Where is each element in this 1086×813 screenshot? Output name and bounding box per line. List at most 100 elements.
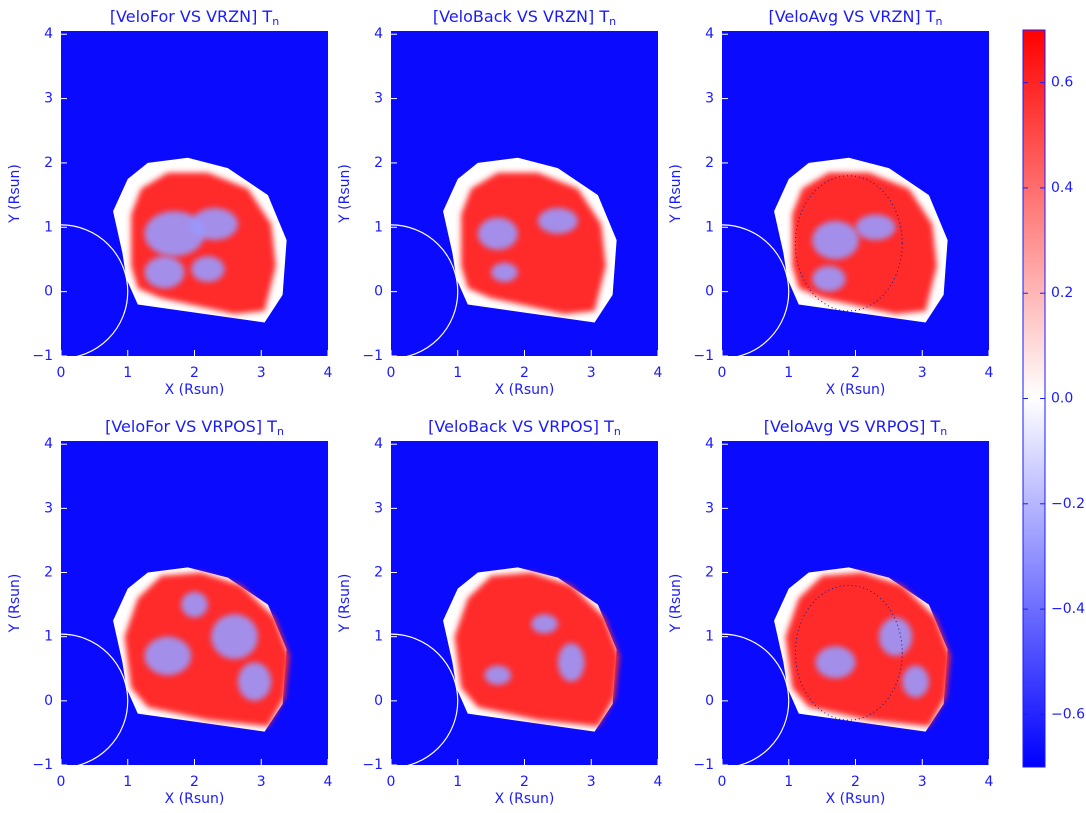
title-text: [VeloBack VS VRPOS] T [428, 417, 614, 436]
y-tick-label: 2 [44, 155, 53, 171]
y-tick-label: 2 [44, 565, 53, 581]
x-tick-label: 2 [851, 365, 860, 381]
x-tick-label: 2 [851, 774, 860, 790]
y-axis-label: Y (Rsun) [668, 574, 684, 634]
y-tick-label: 4 [44, 436, 53, 452]
x-tick-label: 1 [784, 365, 793, 381]
panel-title: [VeloFor VS VRZN] Tn [110, 7, 279, 29]
plot-area [61, 31, 328, 356]
y-axis-label: Y (Rsun) [337, 164, 353, 224]
x-axis-label: X (Rsun) [165, 382, 225, 398]
y-tick-label: 4 [705, 436, 714, 452]
blue-patch [477, 217, 518, 250]
y-tick-label: 4 [374, 26, 383, 42]
colorbar-tick-label: 0.2 [1051, 285, 1073, 301]
y-tick-label: 1 [44, 629, 53, 645]
blue-patch [237, 662, 272, 701]
x-tick-label: 2 [190, 365, 199, 381]
colorbar-tick-label: −0.6 [1051, 706, 1085, 722]
x-tick-label: 4 [324, 774, 333, 790]
blue-patch [211, 614, 258, 660]
red-region [454, 572, 620, 727]
y-tick-label: 0 [44, 693, 53, 709]
title-text: [VeloAvg VS VRZN] T [768, 7, 935, 26]
y-tick-label: 2 [705, 155, 714, 171]
x-tick-label: 1 [123, 774, 132, 790]
y-tick-label: 1 [44, 219, 53, 235]
y-tick-label: 3 [374, 500, 383, 516]
title-subscript: n [936, 15, 943, 28]
title-subscript: n [277, 425, 284, 438]
y-tick-label: −1 [693, 348, 714, 364]
blue-patch [531, 614, 558, 634]
x-tick-label: 1 [784, 774, 793, 790]
y-tick-label: −1 [362, 348, 383, 364]
y-tick-label: −1 [362, 757, 383, 773]
x-tick-label: 4 [654, 365, 663, 381]
x-tick-label: 4 [985, 774, 994, 790]
y-tick-label: 0 [705, 693, 714, 709]
blue-patch [812, 220, 859, 260]
x-tick-label: 2 [520, 774, 529, 790]
dotted-contour [794, 584, 903, 721]
blue-patch [902, 665, 929, 698]
colorbar-tick-label: 0.6 [1051, 75, 1073, 91]
plot-area [391, 441, 658, 765]
y-tick-label: 4 [374, 436, 383, 452]
blue-patch [181, 591, 208, 618]
blue-patch [491, 262, 518, 282]
sun-limb [391, 633, 459, 765]
x-tick-label: 2 [520, 365, 529, 381]
title-text: [VeloBack VS VRZN] T [433, 7, 609, 26]
y-tick-label: 0 [44, 284, 53, 300]
colorbar-tick-label: 0.0 [1051, 391, 1073, 407]
x-axis-label: X (Rsun) [826, 382, 886, 398]
x-tick-label: 0 [387, 774, 396, 790]
panel: [VeloBack VS VRPOS] Tn X (Rsun) Y (Rsun) 0 1… [337, 417, 663, 808]
y-tick-label: −1 [32, 757, 53, 773]
blue-patch [812, 265, 846, 292]
sun-limb [61, 633, 129, 765]
blue-patch [855, 214, 896, 241]
x-tick-label: 0 [57, 365, 66, 381]
colorbar-tick-label: −0.4 [1051, 601, 1085, 617]
y-tick-label: 1 [374, 629, 383, 645]
blue-patch [815, 646, 856, 679]
x-tick-label: 3 [918, 365, 927, 381]
blue-patch [878, 617, 913, 656]
panel: [VeloAvg VS VRPOS] Tn X (Rsun) Y (Rsun) 0 1 2… [668, 417, 994, 808]
x-tick-label: 3 [918, 774, 927, 790]
plot-area [61, 441, 328, 765]
x-tick-label: 4 [654, 774, 663, 790]
colorbar-tick-label: 0.4 [1051, 180, 1073, 196]
y-tick-label: 4 [705, 26, 714, 42]
x-tick-label: 1 [453, 774, 462, 790]
y-tick-label: 2 [374, 565, 383, 581]
panel: [VeloFor VS VRPOS] Tn X (Rsun) Y (Rsun) 0 1 2… [7, 417, 333, 808]
sun-limb [722, 633, 790, 765]
x-tick-label: 4 [324, 365, 333, 381]
y-tick-label: 3 [44, 91, 53, 107]
blue-patch [144, 256, 185, 289]
blue-patch [557, 643, 585, 682]
x-axis-label: X (Rsun) [495, 382, 555, 398]
colorbar-tick-label: −0.2 [1051, 496, 1085, 512]
panel-title: [VeloBack VS VRPOS] Tn [428, 417, 621, 439]
plot-area [722, 31, 989, 356]
x-tick-label: 1 [123, 365, 132, 381]
y-axis-label: Y (Rsun) [337, 574, 353, 634]
title-subscript: n [272, 15, 279, 28]
x-tick-label: 0 [387, 365, 396, 381]
y-tick-label: 4 [44, 26, 53, 42]
blue-patch [191, 207, 238, 241]
sun-limb [61, 224, 129, 356]
y-tick-label: 1 [705, 219, 714, 235]
blue-patch [191, 256, 225, 282]
x-tick-label: 0 [718, 774, 727, 790]
x-tick-label: 1 [453, 365, 462, 381]
panel-title: [VeloFor VS VRPOS] Tn [105, 417, 284, 439]
y-tick-label: 3 [374, 91, 383, 107]
x-tick-label: 3 [257, 365, 266, 381]
plot-area [722, 441, 989, 765]
y-tick-label: 3 [44, 500, 53, 516]
